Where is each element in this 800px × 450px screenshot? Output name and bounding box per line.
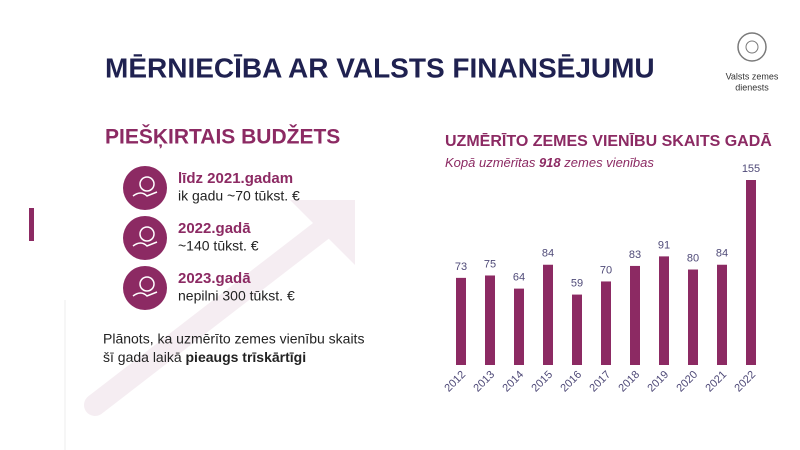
chart-subtitle: Kopā uzmērītas 918 zemes vienības: [445, 155, 654, 170]
slide-title: MĒRNIECĪBA AR VALSTS FINANSĒJUMU: [105, 52, 655, 83]
value-label: 64: [513, 272, 525, 284]
logo-text: Valsts zemes: [726, 71, 779, 81]
logo-text: dienests: [735, 82, 769, 92]
value-label: 91: [658, 239, 670, 251]
item-icon-coin: [139, 176, 155, 192]
item-icon-coin: [139, 276, 155, 292]
value-label: 80: [687, 252, 699, 264]
item-text: nepilni 300 tūkst. €: [178, 288, 295, 304]
item-icon-coin: [139, 226, 155, 242]
item-text: ~140 tūkst. €: [178, 238, 259, 254]
accent-bar: [29, 208, 34, 241]
bar: [485, 275, 495, 365]
value-label: 155: [742, 163, 760, 175]
chart-title: UZMĒRĪTO ZEMES VIENĪBU SKAITS GADĀ: [445, 131, 772, 150]
budget-title: PIEŠĶIRTAIS BUDŽETS: [105, 125, 340, 149]
item-heading: 2023.gadā: [178, 270, 251, 287]
item-icon: [123, 266, 167, 310]
bar: [543, 264, 553, 365]
item-text: ik gadu ~70 tūkst. €: [178, 188, 300, 204]
bar: [572, 294, 582, 365]
value-label: 73: [455, 261, 467, 273]
value-label: 59: [571, 277, 583, 289]
subtitle-highlight: 918: [539, 155, 561, 170]
bar: [746, 180, 756, 365]
arrow-decoration: [84, 200, 355, 416]
bar: [601, 281, 611, 365]
item-heading: 2022.gadā: [178, 220, 251, 237]
logo: Valsts zemes dienests: [726, 32, 779, 92]
bar: [514, 288, 524, 365]
note: Plānots, ka uzmērīto zemes vienību skait…: [103, 331, 364, 347]
value-label: 84: [542, 248, 554, 260]
value-label: 75: [484, 258, 496, 270]
item-heading: līdz 2021.gadam: [178, 170, 293, 187]
value-label: 70: [600, 264, 612, 276]
note: šī gada laikā pieaugs trīskārtīgi: [103, 349, 306, 365]
item-icon-hand: [132, 291, 158, 297]
note-text: šī gada laikā: [103, 349, 182, 365]
item-icon: [123, 216, 167, 260]
bar: [659, 256, 669, 365]
item-icon-hand: [132, 241, 158, 247]
bar: [630, 265, 640, 365]
item-icon: [123, 166, 167, 210]
bar: [717, 264, 727, 365]
bar: [456, 277, 466, 365]
bar: [688, 269, 698, 365]
note-bold: pieaugs trīskārtīgi: [186, 349, 307, 365]
value-label: 84: [716, 248, 728, 260]
subtitle-text: zemes vienības: [563, 155, 654, 170]
item-icon-hand: [132, 191, 158, 197]
subtitle-text: Kopā uzmērītas: [445, 155, 536, 170]
value-label: 83: [629, 249, 641, 261]
